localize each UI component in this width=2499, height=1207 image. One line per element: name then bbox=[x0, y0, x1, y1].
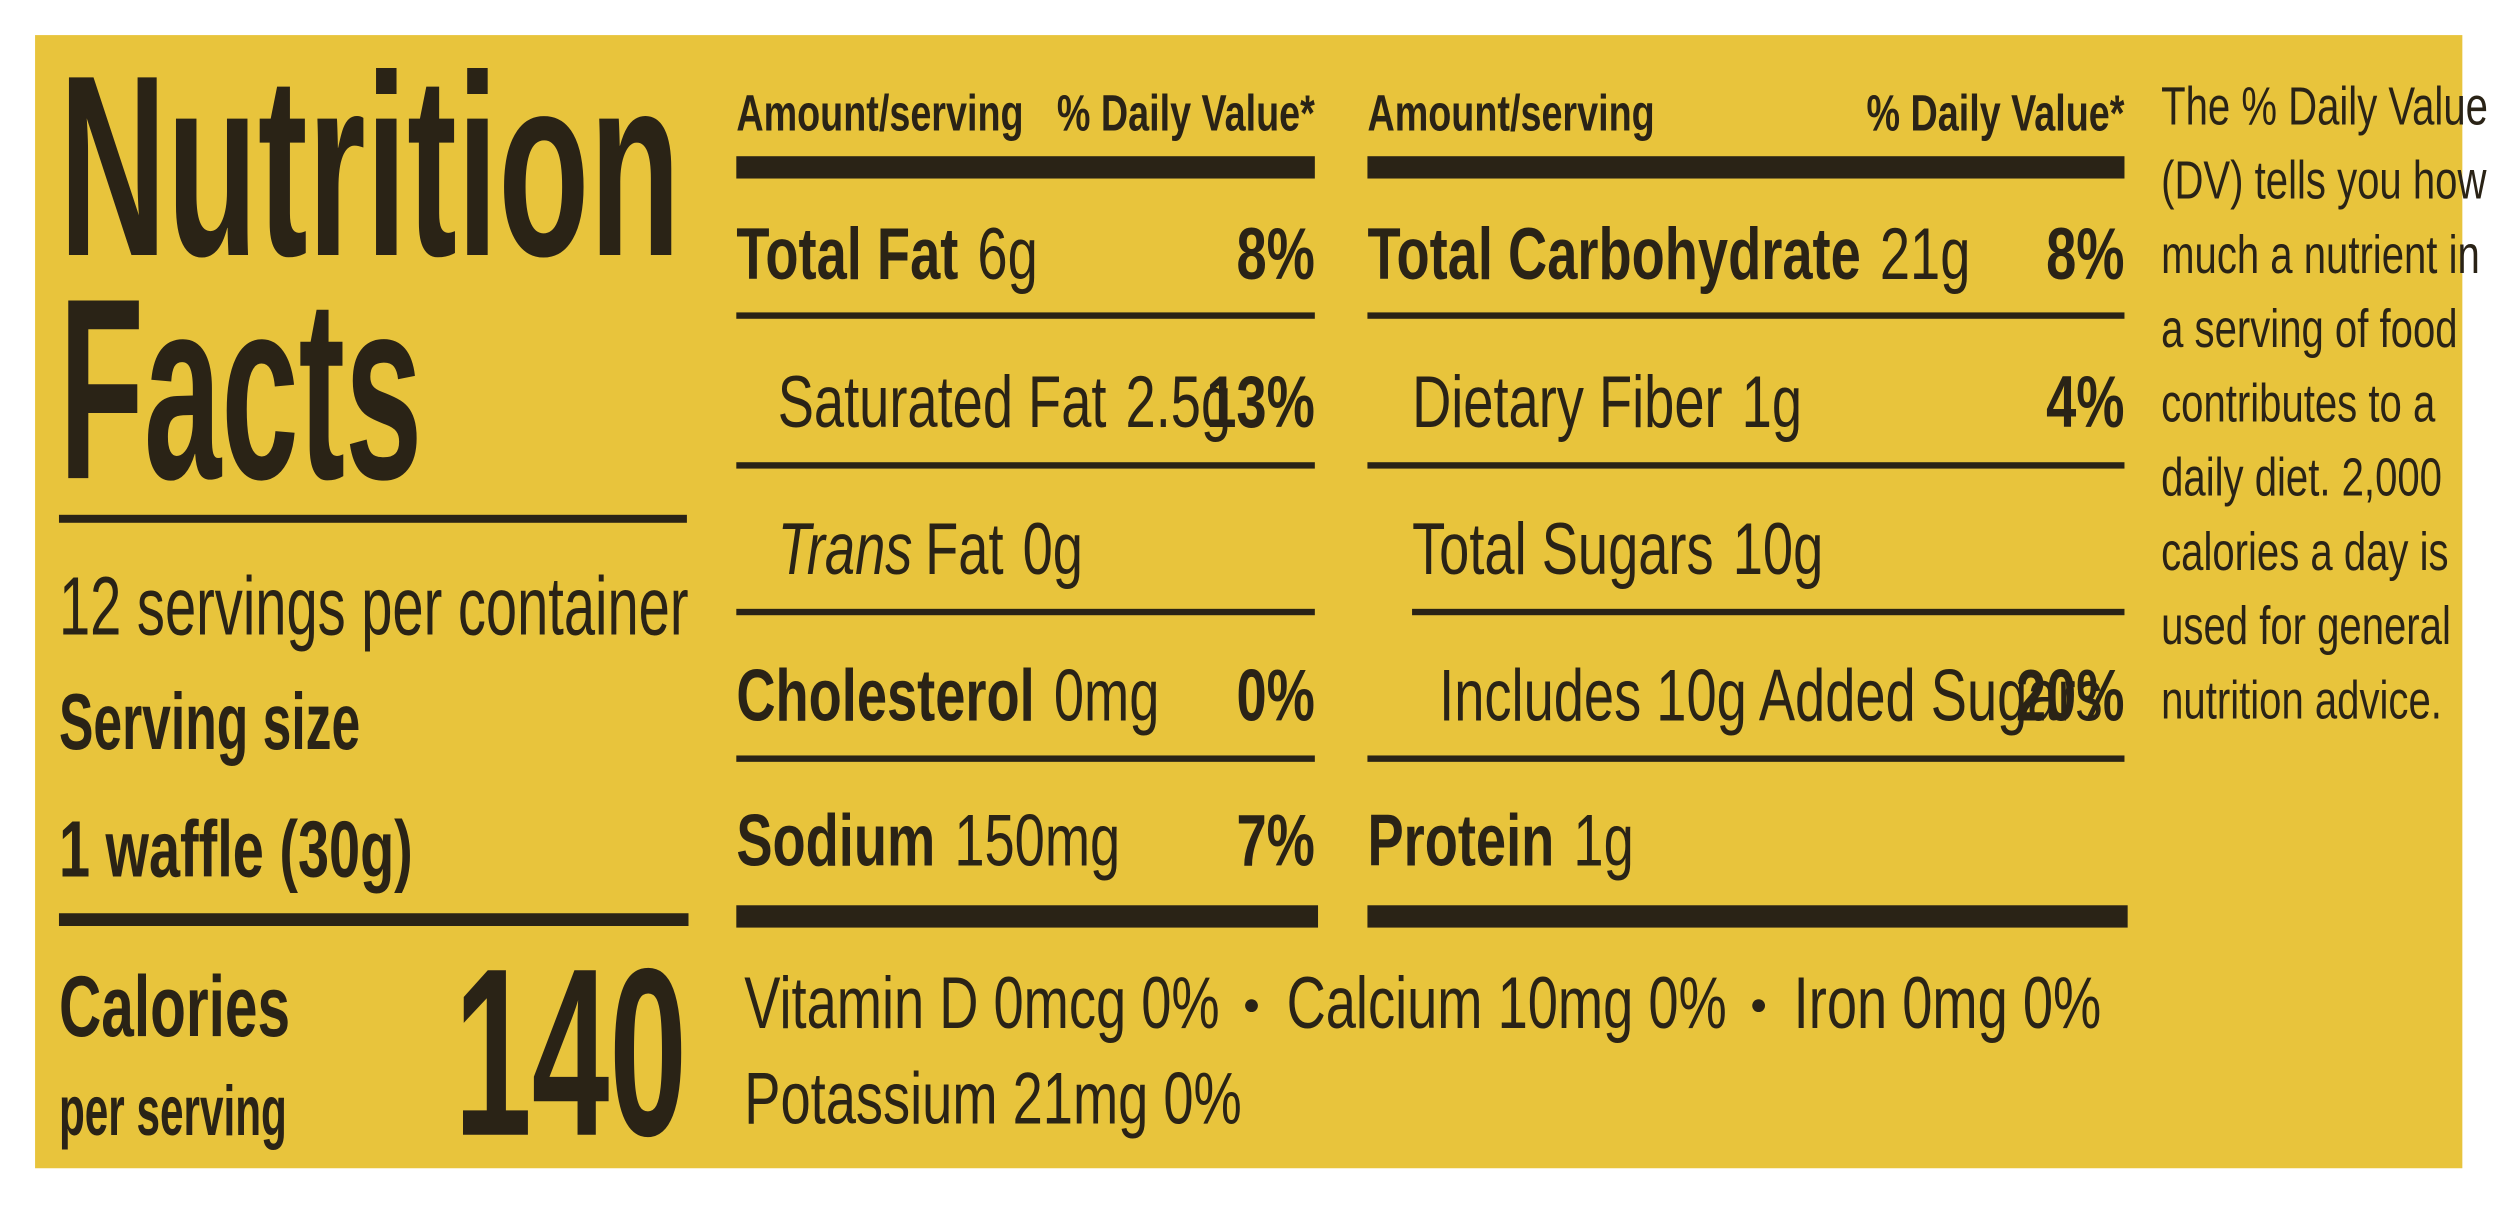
vitamin: Calcium 10mg 0% bbox=[1287, 962, 1727, 1044]
daily-value: 4% bbox=[2046, 361, 2124, 443]
nutrient-name: Saturated Fat bbox=[778, 361, 1107, 443]
footnote: contributes to a bbox=[2161, 374, 2436, 434]
footnote: used for general bbox=[2161, 596, 2451, 656]
calories-sub: per serving bbox=[59, 1072, 287, 1150]
title: Facts bbox=[59, 244, 422, 533]
footnote: a serving of food bbox=[2161, 299, 2457, 359]
daily-value: 8% bbox=[2046, 213, 2124, 295]
nutrient-amount: 1g bbox=[1573, 799, 1633, 881]
nutrient-name: Total Carbohydrate bbox=[1367, 213, 1860, 295]
daily-value: 13% bbox=[1206, 361, 1315, 443]
thick-rule bbox=[58, 913, 689, 926]
nutrient-name: Fat bbox=[925, 508, 1003, 590]
thick-rule bbox=[736, 905, 1319, 928]
calories-label: Calories bbox=[59, 959, 290, 1055]
nutrient-amount: 0g bbox=[1023, 508, 1083, 590]
daily-value: 7% bbox=[1236, 799, 1314, 881]
footnote: The % Daily Value bbox=[2161, 77, 2488, 137]
header-amount: Amount/serving bbox=[1367, 84, 1654, 142]
nutrient-name: Dietary Fiber bbox=[1412, 361, 1722, 443]
footnote: nutrition advice. bbox=[2161, 671, 2442, 731]
nutrient-name: Total Fat bbox=[736, 213, 958, 295]
nutrient-name: Protein bbox=[1367, 799, 1554, 881]
nutrient-amount: 10g bbox=[1733, 508, 1824, 590]
daily-value: 0% bbox=[1236, 654, 1314, 736]
rule bbox=[736, 312, 1315, 319]
vitamin: Potassium 21mg 0% bbox=[744, 1058, 1241, 1140]
header-dv: % Daily Value* bbox=[1866, 84, 2124, 142]
nutrient-name: Cholesterol bbox=[736, 654, 1034, 736]
servings: 12 servings per container bbox=[59, 559, 689, 652]
rule bbox=[736, 608, 1315, 616]
daily-value: 8% bbox=[1236, 213, 1314, 295]
nutrient-name: Total Sugars bbox=[1412, 508, 1714, 590]
thick-rule bbox=[1367, 905, 2128, 928]
daily-value: 20% bbox=[2016, 654, 2125, 736]
nutrient-amount: 1g bbox=[1742, 361, 1802, 443]
rule bbox=[1412, 608, 2125, 616]
bullet bbox=[1245, 999, 1258, 1013]
vitamin: Vitamin D 0mcg 0% bbox=[744, 962, 1219, 1044]
nutrient-amount: 6g bbox=[977, 213, 1037, 295]
nutrient-amount: 150mg bbox=[954, 799, 1120, 881]
thick-rule bbox=[736, 156, 1315, 179]
bullet bbox=[1752, 999, 1765, 1013]
nutrient-amount: 0mg bbox=[1054, 654, 1160, 736]
serving-size: 1 waffle (30g) bbox=[59, 805, 413, 894]
rule bbox=[58, 514, 687, 523]
footnote: calories a day is bbox=[2161, 522, 2448, 582]
label-background bbox=[35, 35, 2463, 1169]
rule bbox=[736, 755, 1315, 762]
nutrient-name: Sodium bbox=[736, 799, 935, 881]
rule bbox=[736, 462, 1315, 469]
footnote: (DV) tells you how bbox=[2161, 151, 2487, 211]
header-amount: Amount/serving bbox=[736, 84, 1023, 142]
calories-value: 140 bbox=[454, 919, 687, 1186]
header-dv: % Daily Value* bbox=[1057, 84, 1315, 142]
title: Nutrition bbox=[59, 21, 681, 310]
nutrient-amount: 2.5g bbox=[1126, 361, 1232, 443]
rule bbox=[1367, 312, 2125, 319]
rule bbox=[1367, 462, 2125, 469]
serving-size-label: Serving size bbox=[59, 677, 360, 766]
footnote: daily diet. 2,000 bbox=[2161, 448, 2442, 508]
nutrient-amount: 21g bbox=[1880, 213, 1971, 295]
footnote: much a nutrient in bbox=[2161, 225, 2480, 285]
thick-rule bbox=[1367, 156, 2125, 179]
nutrient-name: Includes 10g Added Sugars bbox=[1439, 654, 2103, 736]
nutrient-italic: Trans bbox=[778, 508, 913, 590]
vitamin: Iron 0mg 0% bbox=[1794, 962, 2102, 1044]
rule bbox=[1367, 755, 2125, 762]
